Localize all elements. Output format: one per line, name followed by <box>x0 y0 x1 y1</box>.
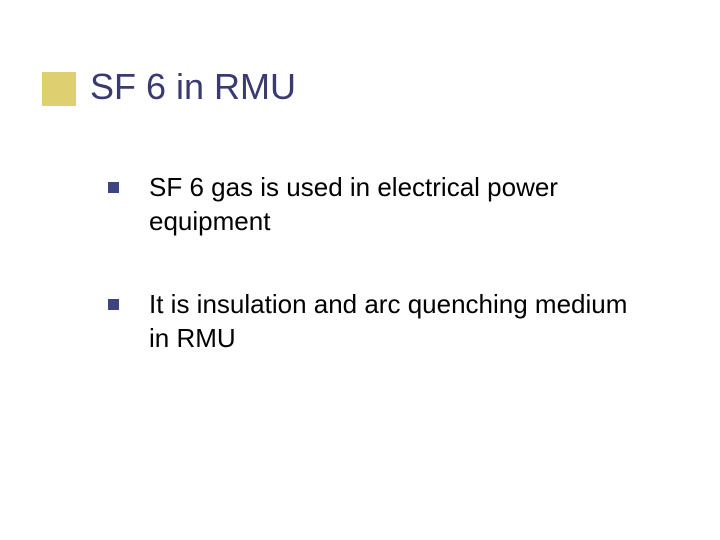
bullet-text: It is insulation and arc quenching mediu… <box>149 287 648 356</box>
list-item: It is insulation and arc quenching mediu… <box>108 287 648 356</box>
bullet-text: SF 6 gas is used in electrical power equ… <box>149 170 648 239</box>
accent-box <box>42 72 76 106</box>
bullet-marker-icon <box>108 182 119 193</box>
bullet-list: SF 6 gas is used in electrical power equ… <box>108 170 648 403</box>
slide-title: SF 6 in RMU <box>90 66 296 108</box>
list-item: SF 6 gas is used in electrical power equ… <box>108 170 648 239</box>
bullet-marker-icon <box>108 299 119 310</box>
